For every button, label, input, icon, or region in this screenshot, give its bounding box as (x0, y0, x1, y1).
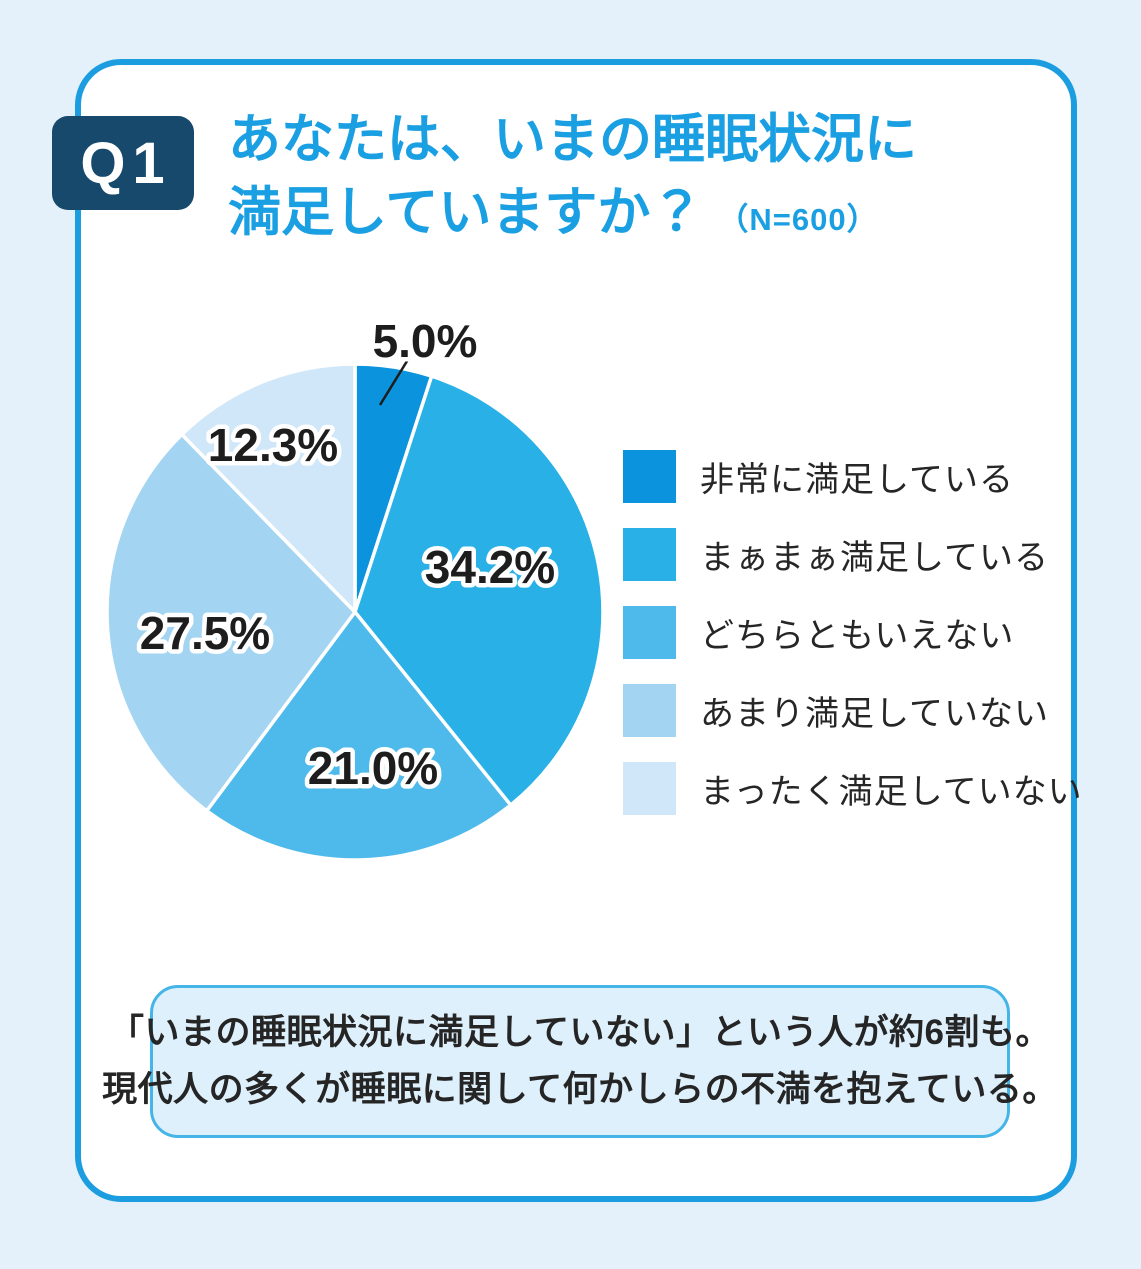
legend-label-4: まったく満足していない (700, 773, 1083, 811)
legend-swatch-1 (623, 528, 676, 581)
legend-swatch-2 (623, 606, 676, 659)
pct-label-3: 27.5% (140, 607, 270, 659)
leader-line-0 (378, 352, 414, 406)
pct-label-2: 21.0% (308, 742, 438, 794)
legend-label-0: 非常に満足している (700, 461, 1014, 499)
question-badge: Q1 (52, 116, 194, 210)
summary-note-box: 「いまの睡眠状況に満足していない」という人が約6割も。 現代人の多くが睡眠に関し… (102, 985, 1057, 1138)
pct-label-1: 34.2% (425, 541, 555, 593)
legend-row-3: あまり満足していない (623, 684, 1083, 737)
legend-label-3: あまり満足していない (700, 695, 1049, 733)
pie-slice-1 (353, 374, 605, 807)
sample-size-label: （N=600） (717, 201, 879, 237)
legend-swatch-4 (623, 762, 676, 815)
legend-swatch-0 (623, 450, 676, 503)
pie-chart-svg: 5.0% 34.2% 21.0% 27.5% 12.3% (105, 311, 605, 862)
legend-row-4: まったく満足していない (623, 762, 1083, 815)
legend-swatch-3 (623, 684, 676, 737)
pie-slice-2 (204, 610, 513, 862)
question-title-line2: 満足していますか？ (228, 182, 704, 242)
chart-legend: 非常に満足している まぁまぁ満足している どちらともいえない あまり満足していない まっ… (623, 450, 1083, 840)
question-title: あなたは、いまの睡眠状況に 満足していますか？ （N=600） (228, 104, 1048, 249)
pie-slice-4 (180, 362, 357, 614)
pie-chart: 5.0% 34.2% 21.0% 27.5% 12.3% (92, 305, 622, 875)
question-title-line1: あなたは、いまの睡眠状況に (228, 110, 917, 169)
legend-row-1: まぁまぁ満足している (623, 528, 1083, 581)
legend-label-1: まぁまぁ満足している (700, 539, 1049, 577)
pct-label-4: 12.3% (208, 419, 338, 471)
legend-row-0: 非常に満足している (623, 450, 1083, 503)
pct-label-0: 5.0% (373, 315, 478, 367)
legend-row-2: どちらともいえない (623, 606, 1083, 659)
pie-slice-3 (105, 432, 357, 813)
summary-note-line2: 現代人の多くが睡眠に関して何かしらの不満を抱えている。 (102, 1069, 1058, 1109)
legend-label-2: どちらともいえない (700, 617, 1015, 655)
summary-note-line1: 「いまの睡眠状況に満足していない」という人が約6割も。 (109, 1012, 1051, 1052)
